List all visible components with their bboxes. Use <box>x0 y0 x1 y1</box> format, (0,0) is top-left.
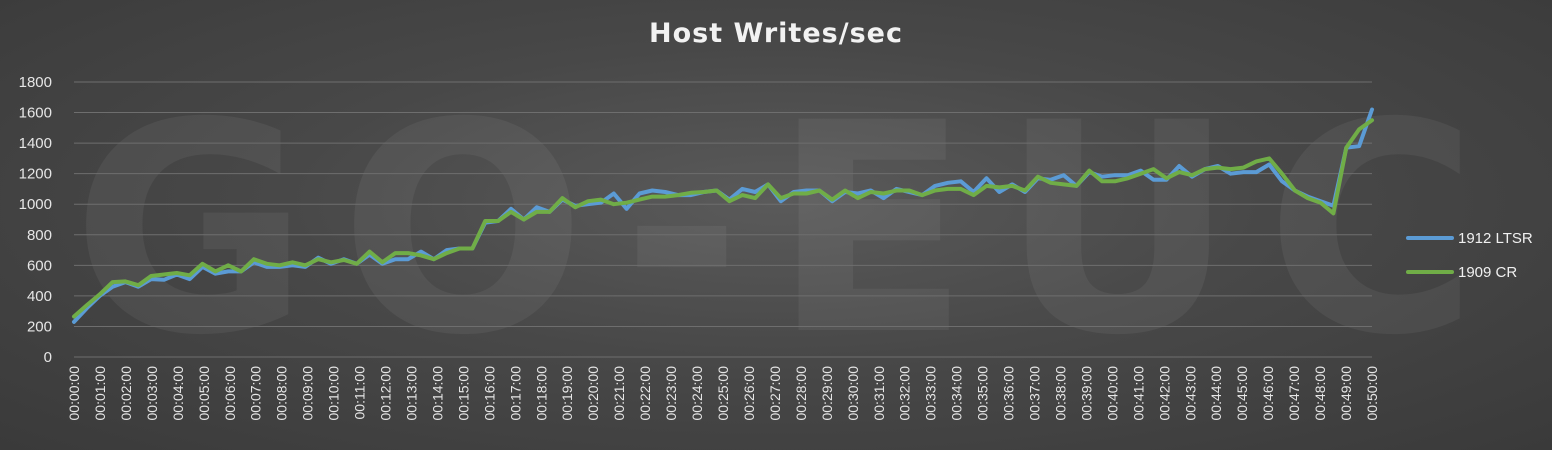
chart-title: Host Writes/sec <box>649 18 903 49</box>
x-tick-label: 00:28:00 <box>793 366 809 421</box>
x-tick-label: 00:22:00 <box>637 366 653 421</box>
x-tick-label: 00:12:00 <box>378 366 394 421</box>
x-tick-label: 00:30:00 <box>845 366 861 421</box>
y-tick-label: 400 <box>27 288 52 305</box>
y-tick-label: 1800 <box>19 74 52 91</box>
x-tick-label: 00:00:00 <box>66 366 82 421</box>
y-tick-label: 1600 <box>19 105 52 122</box>
svg-text:GO-EUC: GO-EUC <box>72 62 1509 399</box>
x-tick-label: 00:15:00 <box>455 366 471 421</box>
y-tick-label: 800 <box>27 227 52 244</box>
x-tick-label: 00:16:00 <box>481 366 497 421</box>
x-tick-label: 00:40:00 <box>1104 366 1120 421</box>
x-tick-label: 00:31:00 <box>871 366 887 421</box>
x-tick-label: 00:33:00 <box>923 366 939 421</box>
x-tick-label: 00:46:00 <box>1260 366 1276 421</box>
y-tick-label: 200 <box>27 318 52 335</box>
x-tick-label: 00:09:00 <box>300 366 316 421</box>
x-tick-label: 00:10:00 <box>326 366 342 421</box>
x-tick-label: 00:05:00 <box>196 366 212 421</box>
x-tick-label: 00:13:00 <box>403 366 419 421</box>
x-tick-label: 00:26:00 <box>741 366 757 421</box>
x-tick-label: 00:19:00 <box>559 366 575 421</box>
x-tick-label: 00:41:00 <box>1130 366 1146 421</box>
x-tick-label: 00:07:00 <box>248 366 264 421</box>
x-tick-label: 00:49:00 <box>1338 366 1354 421</box>
y-tick-label: 1000 <box>19 196 52 213</box>
x-tick-label: 00:25:00 <box>715 366 731 421</box>
x-tick-label: 00:39:00 <box>1078 366 1094 421</box>
y-tick-label: 0 <box>44 349 52 366</box>
x-tick-label: 00:02:00 <box>118 366 134 421</box>
x-tick-label: 00:35:00 <box>975 366 991 421</box>
series-line-2 <box>72 118 1374 319</box>
x-tick-label: 00:36:00 <box>1001 366 1017 421</box>
x-tick-label: 00:37:00 <box>1027 366 1043 421</box>
x-tick-label: 00:23:00 <box>663 366 679 421</box>
x-tick-label: 00:18:00 <box>533 366 549 421</box>
x-tick-label: 00:42:00 <box>1156 366 1172 421</box>
x-tick-label: 00:14:00 <box>429 366 445 421</box>
x-tick-label: 00:08:00 <box>274 366 290 421</box>
x-tick-label: 00:29:00 <box>819 366 835 421</box>
y-tick-label: 1400 <box>19 135 52 152</box>
x-tick-label: 00:24:00 <box>689 366 705 421</box>
y-tick-label: 1200 <box>19 166 52 183</box>
x-tick-label: 00:38:00 <box>1052 366 1068 421</box>
x-tick-label: 00:45:00 <box>1234 366 1250 421</box>
x-tick-label: 00:50:00 <box>1364 366 1380 421</box>
x-tick-label: 00:32:00 <box>897 366 913 421</box>
x-tick-label: 00:04:00 <box>170 366 186 421</box>
x-tick-label: 00:48:00 <box>1312 366 1328 421</box>
x-tick-label: 00:06:00 <box>222 366 238 421</box>
y-tick-label: 600 <box>27 257 52 274</box>
x-tick-label: 00:21:00 <box>611 366 627 421</box>
x-tick-label: 00:47:00 <box>1286 366 1302 421</box>
legend-label: 1909 CR <box>1458 264 1517 281</box>
x-tick-label: 00:43:00 <box>1182 366 1198 421</box>
x-tick-label: 00:01:00 <box>92 366 108 421</box>
series-line-1 <box>72 107 1374 324</box>
x-tick-label: 00:44:00 <box>1208 366 1224 421</box>
x-tick-label: 00:03:00 <box>144 366 160 421</box>
legend-label: 1912 LTSR <box>1458 230 1533 247</box>
x-tick-label: 00:34:00 <box>949 366 965 421</box>
x-tick-label: 00:17:00 <box>507 366 523 421</box>
x-tick-label: 00:20:00 <box>585 366 601 421</box>
x-tick-label: 00:27:00 <box>767 366 783 421</box>
x-tick-label: 00:11:00 <box>352 366 368 420</box>
